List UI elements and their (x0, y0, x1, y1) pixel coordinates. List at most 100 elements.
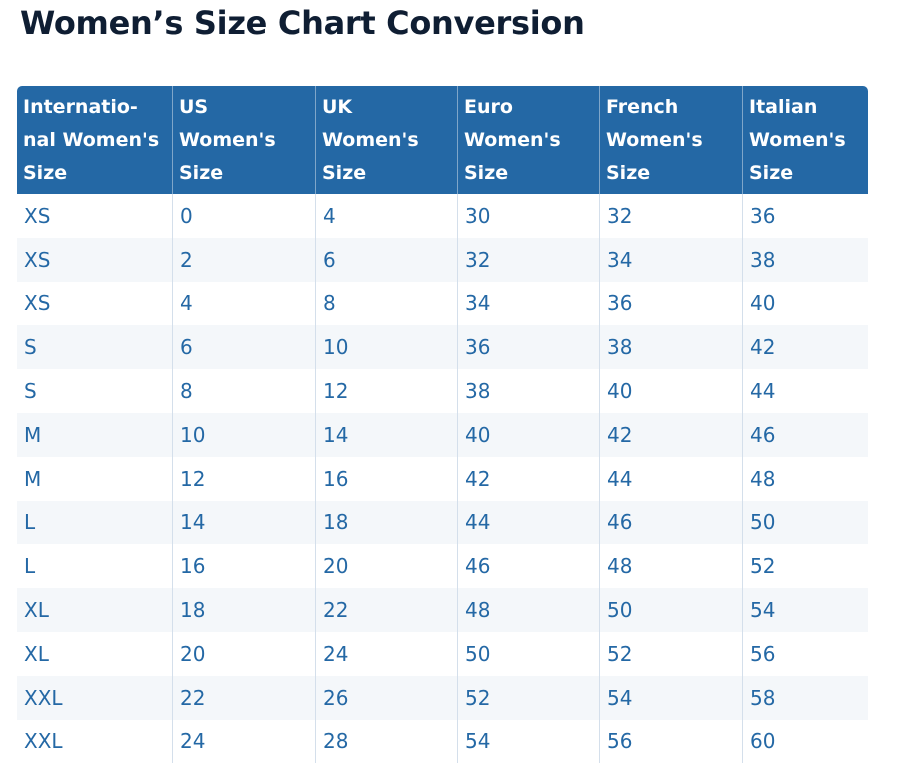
cell-italian-size: 58 (742, 675, 868, 720)
cell-international-size: S (17, 325, 172, 370)
cell-italian-size: 52 (742, 544, 868, 589)
cell-euro-size: 34 (457, 281, 599, 326)
table-row: XL 18 22 48 50 54 (17, 588, 868, 632)
cell-us-size: 14 (172, 500, 315, 545)
header-uk-size: UK Women's Size (315, 86, 457, 194)
cell-us-size: 18 (172, 588, 315, 632)
cell-euro-size: 32 (457, 237, 599, 282)
cell-us-size: 20 (172, 631, 315, 676)
cell-uk-size: 22 (315, 588, 457, 632)
table-row: L 16 20 46 48 52 (17, 544, 868, 589)
cell-international-size: L (17, 544, 172, 589)
cell-uk-size: 26 (315, 675, 457, 720)
table-row: M 10 14 40 42 46 (17, 412, 868, 457)
cell-international-size: XS (17, 237, 172, 282)
cell-italian-size: 56 (742, 631, 868, 676)
cell-us-size: 22 (172, 675, 315, 720)
table-row: XS 0 4 30 32 36 (17, 194, 868, 238)
table-row: XS 4 8 34 36 40 (17, 281, 868, 326)
cell-french-size: 34 (599, 237, 742, 282)
table-body: XS 0 4 30 32 36 XS 2 6 32 34 38 XS 4 8 34 36 40 S 6 10 36 38 42… (17, 194, 868, 764)
cell-euro-size: 42 (457, 456, 599, 501)
cell-us-size: 16 (172, 544, 315, 589)
cell-euro-size: 52 (457, 675, 599, 720)
cell-euro-size: 40 (457, 412, 599, 457)
page-title: Women’s Size Chart Conversion (20, 4, 585, 42)
cell-euro-size: 30 (457, 194, 599, 238)
cell-french-size: 32 (599, 194, 742, 238)
table-row: XS 2 6 32 34 38 (17, 237, 868, 282)
header-international-size: Internatio- nal Women's Size (17, 86, 172, 194)
cell-italian-size: 46 (742, 412, 868, 457)
header-us-size: US Women's Size (172, 86, 315, 194)
cell-us-size: 10 (172, 412, 315, 457)
cell-international-size: L (17, 500, 172, 545)
cell-euro-size: 54 (457, 719, 599, 764)
cell-italian-size: 36 (742, 194, 868, 238)
table-row: XXL 24 28 54 56 60 (17, 719, 868, 764)
cell-french-size: 42 (599, 412, 742, 457)
cell-international-size: S (17, 369, 172, 413)
table-row: S 8 12 38 40 44 (17, 369, 868, 413)
cell-italian-size: 48 (742, 456, 868, 501)
cell-uk-size: 18 (315, 500, 457, 545)
cell-euro-size: 50 (457, 631, 599, 676)
cell-euro-size: 46 (457, 544, 599, 589)
cell-french-size: 50 (599, 588, 742, 632)
cell-us-size: 4 (172, 281, 315, 326)
header-row: Internatio- nal Women's Size US Women's … (17, 86, 868, 194)
cell-italian-size: 54 (742, 588, 868, 632)
cell-uk-size: 28 (315, 719, 457, 764)
cell-italian-size: 44 (742, 369, 868, 413)
cell-international-size: M (17, 412, 172, 457)
cell-italian-size: 38 (742, 237, 868, 282)
cell-italian-size: 50 (742, 500, 868, 545)
cell-international-size: XS (17, 281, 172, 326)
cell-us-size: 8 (172, 369, 315, 413)
cell-french-size: 40 (599, 369, 742, 413)
cell-euro-size: 48 (457, 588, 599, 632)
cell-international-size: XL (17, 631, 172, 676)
cell-us-size: 12 (172, 456, 315, 501)
table-header: Internatio- nal Women's Size US Women's … (17, 86, 868, 194)
cell-uk-size: 8 (315, 281, 457, 326)
table-row: S 6 10 36 38 42 (17, 325, 868, 370)
cell-uk-size: 16 (315, 456, 457, 501)
cell-euro-size: 44 (457, 500, 599, 545)
cell-uk-size: 12 (315, 369, 457, 413)
header-euro-size: Euro Women's Size (457, 86, 599, 194)
cell-us-size: 6 (172, 325, 315, 370)
cell-international-size: XXL (17, 675, 172, 720)
table-row: L 14 18 44 46 50 (17, 500, 868, 545)
cell-french-size: 44 (599, 456, 742, 501)
cell-french-size: 52 (599, 631, 742, 676)
cell-euro-size: 36 (457, 325, 599, 370)
cell-french-size: 56 (599, 719, 742, 764)
cell-uk-size: 20 (315, 544, 457, 589)
cell-italian-size: 40 (742, 281, 868, 326)
cell-uk-size: 24 (315, 631, 457, 676)
cell-french-size: 54 (599, 675, 742, 720)
cell-italian-size: 60 (742, 719, 868, 764)
cell-euro-size: 38 (457, 369, 599, 413)
cell-us-size: 2 (172, 237, 315, 282)
cell-uk-size: 10 (315, 325, 457, 370)
table-row: XXL 22 26 52 54 58 (17, 675, 868, 720)
table-row: XL 20 24 50 52 56 (17, 631, 868, 676)
cell-international-size: XL (17, 588, 172, 632)
header-italian-size: Italian Women's Size (742, 86, 868, 194)
cell-uk-size: 6 (315, 237, 457, 282)
cell-us-size: 0 (172, 194, 315, 238)
cell-uk-size: 4 (315, 194, 457, 238)
cell-french-size: 36 (599, 281, 742, 326)
cell-uk-size: 14 (315, 412, 457, 457)
cell-italian-size: 42 (742, 325, 868, 370)
table-row: M 12 16 42 44 48 (17, 456, 868, 501)
cell-us-size: 24 (172, 719, 315, 764)
cell-international-size: XXL (17, 719, 172, 764)
cell-international-size: M (17, 456, 172, 501)
size-chart-table: Internatio- nal Women's Size US Women's … (17, 86, 868, 764)
cell-french-size: 46 (599, 500, 742, 545)
header-french-size: French Women's Size (599, 86, 742, 194)
cell-french-size: 38 (599, 325, 742, 370)
